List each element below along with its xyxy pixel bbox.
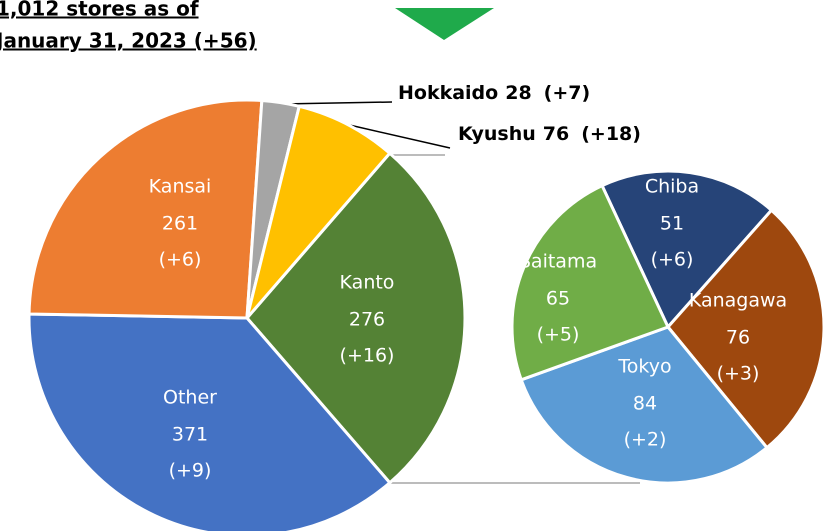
slice-name: Kyushu (458, 123, 536, 145)
slice-change: (+5) (537, 324, 580, 346)
slice-name: Kanto (340, 272, 395, 294)
chart-title-line: January 31, 2023 (+56) (0, 29, 257, 53)
slice-change: (+16) (340, 345, 395, 367)
slice-value: 65 (546, 288, 570, 310)
pie-slice (510, 183, 671, 382)
pie-slice (600, 169, 774, 330)
slice-change: (+7) (544, 82, 591, 104)
pie-slice (27, 98, 264, 320)
slice-value: 276 (349, 309, 385, 331)
slice-change: (+6) (159, 249, 202, 271)
slice-value: 84 (633, 393, 657, 415)
slice-value: 51 (660, 213, 684, 235)
slice-name: Tokyo (617, 356, 671, 378)
pie-slice (27, 312, 392, 531)
slice-change: (+2) (624, 429, 667, 451)
slice-name: Saitama (519, 251, 597, 273)
slice-value: 28 (505, 82, 531, 104)
slice-label: Kyushu 76 (+18) (458, 123, 641, 145)
slice-name: Chiba (645, 176, 699, 198)
slice-label: Hokkaido 28 (+7) (398, 82, 590, 104)
pie-slice (245, 104, 392, 319)
slice-name: Hokkaido (398, 82, 498, 104)
slice-name: Kanagawa (689, 290, 787, 312)
slice-value: 371 (172, 424, 208, 446)
pie-slice (666, 208, 826, 450)
slice-change: (+3) (717, 363, 760, 385)
arrow-down (395, 8, 494, 40)
leader-line (280, 101, 393, 105)
slice-change: (+6) (651, 249, 694, 271)
pie-slice (519, 325, 770, 485)
slice-change: (+18) (581, 123, 641, 145)
pie-slice (245, 151, 467, 485)
slice-value: 76 (543, 123, 569, 145)
slice-value: 76 (726, 327, 750, 349)
slice-value: 261 (162, 213, 198, 235)
chart-title-line: 1,012 stores as of (0, 0, 199, 21)
leader-line (344, 123, 451, 149)
slice-name: Other (163, 387, 217, 409)
slice-name: Kansai (149, 176, 212, 198)
slice-change: (+9) (169, 460, 212, 482)
